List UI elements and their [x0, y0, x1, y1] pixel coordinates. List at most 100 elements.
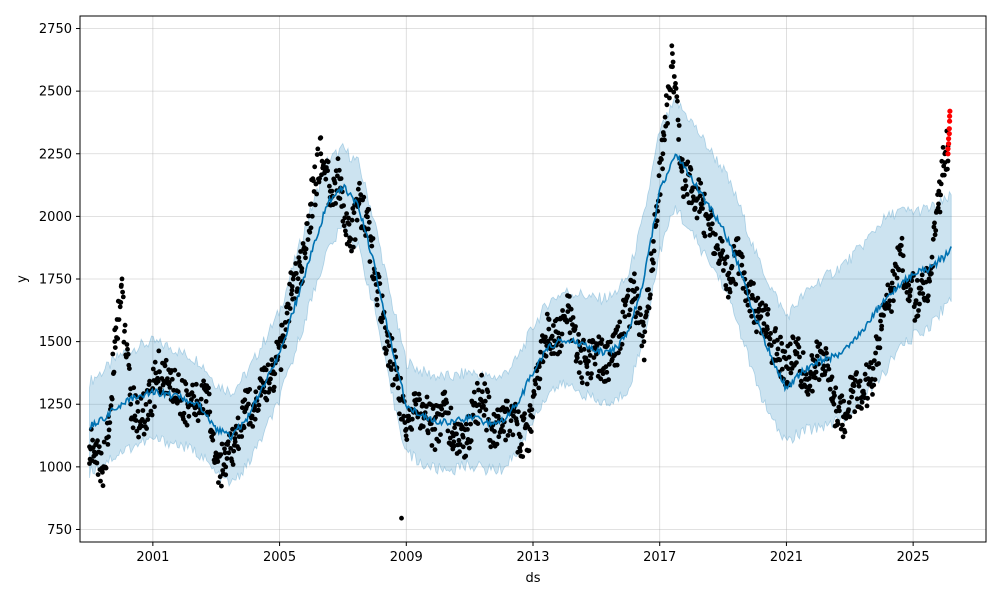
observed-point — [755, 295, 761, 301]
observed-point — [346, 239, 352, 244]
observed-point — [284, 310, 290, 316]
observed-point — [581, 346, 587, 352]
observed-point — [446, 410, 451, 416]
observed-point — [476, 402, 482, 407]
observed-point — [304, 221, 310, 226]
observed-point — [929, 271, 934, 276]
observed-point — [483, 407, 489, 413]
observed-point — [349, 248, 354, 254]
observed-point — [268, 376, 273, 382]
observed-point — [822, 351, 827, 357]
observed-point — [614, 362, 620, 368]
observed-point — [887, 298, 893, 304]
observed-point — [587, 353, 593, 358]
observed-point — [190, 382, 196, 388]
observed-point — [270, 369, 276, 375]
observed-point — [579, 375, 584, 380]
observed-point — [107, 420, 113, 425]
x-tick-label: 2005 — [263, 550, 296, 565]
observed-point — [733, 281, 739, 287]
observed-point — [346, 221, 352, 227]
observed-point — [877, 345, 883, 351]
y-tick-label: 1000 — [39, 460, 72, 475]
observed-point — [637, 305, 643, 311]
observed-point — [797, 354, 802, 360]
observed-point — [340, 218, 346, 224]
observed-point — [309, 213, 315, 219]
observed-point — [651, 260, 656, 266]
observed-point — [767, 336, 773, 342]
observed-point — [387, 359, 393, 365]
observed-point — [139, 423, 145, 429]
uncertainty-band — [89, 96, 952, 488]
observed-point — [708, 226, 713, 232]
highlight-point — [946, 136, 952, 142]
observed-point — [584, 364, 590, 370]
observed-point — [631, 279, 637, 285]
observed-point — [465, 427, 470, 432]
observed-point — [386, 343, 392, 349]
observed-point — [101, 439, 107, 445]
observed-point — [384, 348, 389, 353]
observed-point — [323, 176, 329, 182]
observed-point — [608, 339, 613, 345]
observed-point — [646, 305, 652, 311]
observed-point — [312, 202, 318, 208]
observed-point — [99, 467, 105, 472]
observed-point — [622, 302, 628, 308]
observed-point — [412, 391, 418, 396]
observed-point — [256, 402, 262, 408]
observed-point — [591, 355, 597, 360]
observed-point — [892, 272, 897, 277]
observed-point — [156, 369, 162, 375]
observed-point — [230, 462, 236, 467]
observed-point — [823, 346, 829, 351]
observed-point — [105, 442, 111, 447]
observed-point — [211, 431, 216, 437]
observed-point — [937, 209, 943, 215]
observed-point — [183, 381, 189, 387]
observed-point — [118, 300, 124, 305]
observed-point — [688, 166, 694, 172]
observed-point — [840, 422, 845, 428]
observed-point — [806, 376, 812, 381]
observed-point — [357, 180, 362, 186]
observed-point — [604, 369, 610, 375]
observed-point — [694, 215, 700, 221]
observed-point — [361, 194, 367, 200]
observed-point — [620, 309, 626, 315]
observed-point — [318, 151, 324, 157]
observed-point — [726, 270, 732, 276]
observed-point — [445, 428, 451, 434]
observed-point — [898, 251, 903, 257]
observed-point — [857, 378, 863, 384]
observed-point — [859, 406, 864, 411]
observed-point — [530, 414, 535, 420]
observed-point — [719, 238, 725, 244]
observed-point — [537, 376, 543, 382]
observed-point — [264, 397, 270, 403]
observed-point — [126, 366, 132, 371]
observed-point — [679, 157, 685, 162]
observed-point — [136, 434, 142, 440]
observed-point — [305, 237, 311, 243]
observed-point — [201, 378, 207, 384]
y-axis-label: y — [15, 275, 30, 283]
observed-point — [436, 438, 442, 444]
observed-point — [768, 343, 774, 348]
observed-point — [787, 341, 793, 347]
observed-point — [98, 478, 103, 484]
observed-point — [565, 309, 571, 314]
observed-point — [559, 343, 564, 349]
observed-point — [544, 311, 550, 317]
observed-point — [871, 382, 877, 388]
observed-point — [599, 337, 605, 343]
observed-point — [698, 201, 704, 207]
observed-point — [923, 279, 929, 285]
observed-point — [722, 261, 728, 266]
observed-point — [778, 334, 783, 340]
observed-point — [219, 441, 225, 447]
observed-point — [642, 329, 648, 335]
observed-point — [474, 380, 480, 386]
observed-point — [536, 364, 542, 370]
